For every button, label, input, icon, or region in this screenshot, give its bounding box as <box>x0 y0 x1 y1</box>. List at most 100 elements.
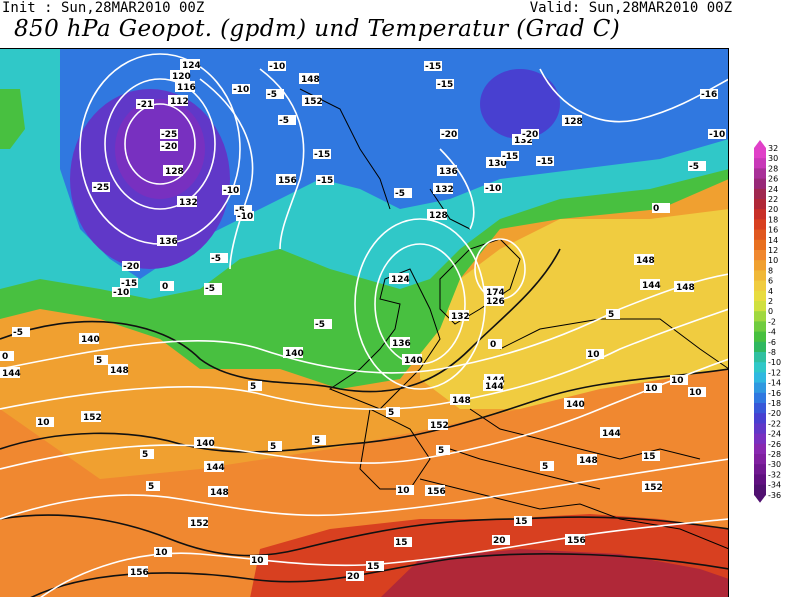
temperature-label: 15 <box>366 561 384 572</box>
legend-swatch <box>754 158 766 169</box>
svg-text:5: 5 <box>542 462 548 472</box>
temperature-label: -10 <box>484 183 502 194</box>
svg-text:5: 5 <box>270 442 276 452</box>
geopotential-label: 128 <box>0 49 19 52</box>
svg-text:112: 112 <box>170 97 189 107</box>
temperature-label: -10 <box>708 129 726 140</box>
geopotential-label: 156 <box>276 174 297 186</box>
svg-text:5: 5 <box>148 482 154 492</box>
legend-value-label: 30 <box>768 154 778 163</box>
geopotential-label: 140 <box>564 398 585 410</box>
geopotential-label: 116 <box>175 81 196 93</box>
svg-text:-5: -5 <box>689 162 699 172</box>
temperature-label: 10 <box>396 485 414 496</box>
temperature-label: 5 <box>436 445 450 456</box>
svg-text:10: 10 <box>155 548 168 558</box>
legend-value-label: 14 <box>768 236 778 245</box>
legend-canvas: 32302826242220181614121086420-2-4-6-8-10… <box>754 140 781 503</box>
svg-text:152: 152 <box>430 421 449 431</box>
temperature-label: -15 <box>313 149 331 160</box>
temperature-color-legend: 32 30 28 26 24 22 20 18 16 14 12 10 8 6 4 2 0 -2 -4 -6 -8 -10… <box>752 140 790 510</box>
legend-swatch <box>754 352 766 363</box>
legend-swatch <box>754 392 766 404</box>
svg-text:20: 20 <box>493 536 506 546</box>
temperature-label: 15 <box>394 537 412 548</box>
legend-value-label: 20 <box>768 205 778 214</box>
geopotential-label: 148 <box>674 281 695 293</box>
legend-swatch <box>754 382 766 394</box>
geopotential-label: 152 <box>302 95 323 107</box>
legend-value-label: 18 <box>768 215 778 224</box>
svg-text:-25: -25 <box>161 130 177 140</box>
legend-value-label: -20 <box>768 409 781 418</box>
svg-text:-20: -20 <box>161 142 177 152</box>
temperature-label: -20 <box>440 129 458 140</box>
legend-swatch <box>754 474 766 486</box>
temperature-label: -16 <box>700 89 718 100</box>
svg-text:-5: -5 <box>315 320 325 330</box>
temperature-label: 10 <box>688 387 706 398</box>
svg-text:-10: -10 <box>223 186 239 196</box>
svg-text:152: 152 <box>83 413 102 423</box>
legend-value-label: -4 <box>768 328 776 337</box>
legend-value-label: 2 <box>768 297 773 306</box>
geopotential-label: 148 <box>108 364 129 376</box>
legend-value-label: -6 <box>768 338 776 347</box>
geopotential-label: 112 <box>168 95 189 107</box>
legend-swatch <box>754 403 766 414</box>
svg-text:132: 132 <box>451 312 470 322</box>
legend-value-label: -28 <box>768 450 781 459</box>
svg-text:-20: -20 <box>522 130 538 140</box>
geopotential-label: 128 <box>562 115 583 127</box>
geopotential-label: 144 <box>204 461 225 473</box>
svg-text:-15: -15 <box>425 62 441 72</box>
temperature-label: 5 <box>140 449 154 460</box>
temperature-label: -5 <box>266 89 284 100</box>
temperature-label: 5 <box>540 461 554 472</box>
temperature-label: 0 <box>160 281 174 292</box>
legend-value-label: -34 <box>768 481 781 490</box>
temperature-label: -5 <box>12 327 30 338</box>
legend-swatch <box>754 188 766 200</box>
legend-value-label: -16 <box>768 389 781 398</box>
temperature-label: 0 <box>0 351 14 362</box>
svg-text:-15: -15 <box>314 150 330 160</box>
svg-text:0: 0 <box>162 282 168 292</box>
svg-text:132: 132 <box>514 136 533 146</box>
temperature-label: 15 <box>642 451 660 462</box>
legend-swatch <box>754 484 766 496</box>
geopotential-label: 124 <box>180 59 201 71</box>
init-time-label: Init : Sun,28MAR2010 00Z <box>2 0 205 16</box>
svg-text:-20: -20 <box>441 130 457 140</box>
geopotential-label: 120 <box>170 70 191 82</box>
geopotential-label: 140 <box>402 354 423 366</box>
geopotential-label: 148 <box>208 486 229 498</box>
geopotential-label: 140 <box>283 347 304 359</box>
svg-text:-15: -15 <box>537 157 553 167</box>
temperature-label: -15 <box>316 175 334 186</box>
svg-text:-5: -5 <box>211 254 221 264</box>
svg-text:0: 0 <box>2 352 8 362</box>
svg-text:5: 5 <box>250 382 256 392</box>
geopotential-label: 152 <box>188 517 209 529</box>
svg-text:124: 124 <box>391 275 410 285</box>
svg-text:124: 124 <box>182 61 201 71</box>
temperature-label: -15 <box>501 151 519 162</box>
geopotential-label: 140 <box>79 333 100 345</box>
temperature-labels: -21 -25 -20 -25 -20 -15 -10 -10 -10 -5 -… <box>0 61 726 582</box>
temperature-label: 5 <box>268 441 282 452</box>
legend-swatch <box>754 270 766 282</box>
temperature-label: 5 <box>312 435 326 446</box>
legend-value-label: 26 <box>768 175 778 184</box>
temperature-label: -10 <box>112 287 130 298</box>
geopotential-label: 124 <box>0 49 19 52</box>
legend-swatch <box>754 443 766 455</box>
green-edge <box>0 89 25 149</box>
temperature-label: -25 <box>160 129 178 140</box>
geopotential-label: 148 <box>299 73 320 85</box>
temperature-label: 5 <box>248 381 262 392</box>
legend-value-label: -22 <box>768 419 781 428</box>
svg-text:156: 156 <box>567 536 586 546</box>
geopotential-label: 124 <box>389 273 410 285</box>
geopotential-label: 128 <box>427 209 448 221</box>
